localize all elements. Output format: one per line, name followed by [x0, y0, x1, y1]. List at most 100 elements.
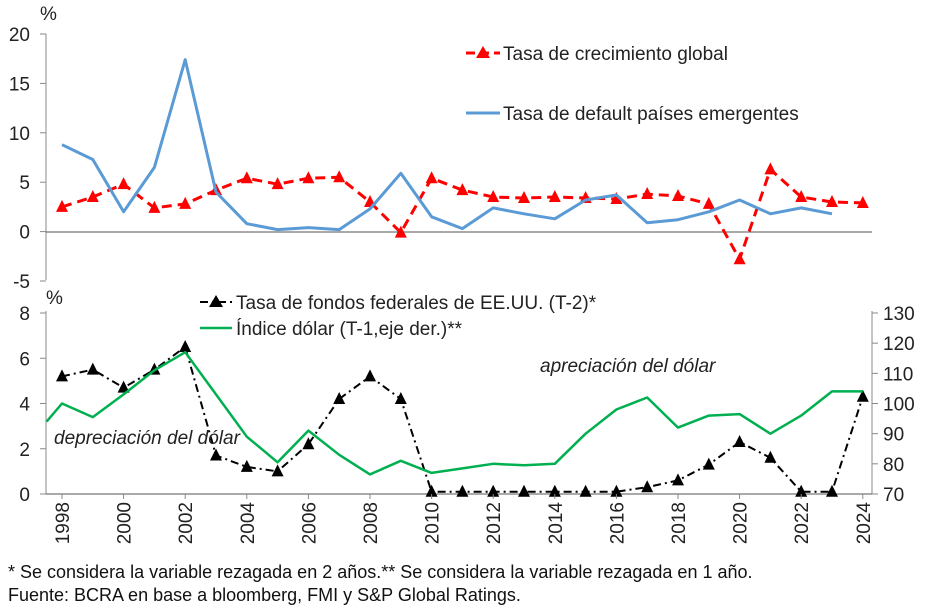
fed-rate-point — [56, 369, 68, 382]
x-tick-label: 2010 — [423, 502, 444, 544]
fed-rate-point — [86, 362, 99, 375]
bottom-y2-ticks: 70 80 90 100 110 120 130 — [872, 304, 915, 506]
bottom-y2-tick-label: 70 — [883, 485, 904, 506]
bottom-y-tick-label: 6 — [19, 349, 30, 370]
top-y-tick-label: 15 — [9, 74, 30, 95]
legend-marker-growth — [476, 46, 490, 58]
fed-rate-point — [826, 484, 838, 497]
x-tick-label: 1998 — [53, 502, 74, 544]
growth-point — [271, 177, 284, 190]
growth-point — [425, 171, 438, 184]
x-tick-label: 2012 — [484, 502, 505, 544]
fed-rate-point — [456, 484, 469, 497]
fed-rate-point — [733, 434, 746, 447]
growth-point — [518, 191, 530, 204]
growth-point — [240, 171, 253, 184]
top-chart: % -5 0 5 10 15 20 Tasa de crecimiento global … — [9, 4, 872, 293]
fed-rate-point — [702, 457, 715, 470]
legend-label-fed: Tasa de fondos federales de EE.UU. (T-2)… — [236, 293, 597, 314]
fed-rate-point — [271, 464, 284, 477]
x-tick-label: 2002 — [176, 502, 197, 544]
fed-rate-series-line — [61, 345, 864, 493]
x-tick-label: 2014 — [546, 502, 567, 545]
growth-series-line — [61, 167, 863, 261]
fed-rate-point — [394, 391, 407, 404]
fed-rate-point — [764, 450, 777, 463]
x-tick-label: 2004 — [238, 502, 259, 545]
growth-point — [333, 170, 346, 183]
growth-point — [302, 171, 315, 184]
bottom-y2-tick-label: 130 — [883, 304, 915, 325]
growth-point — [764, 162, 777, 175]
growth-point — [672, 189, 684, 202]
legend-label-growth: Tasa de crecimiento global — [503, 44, 728, 65]
top-series — [56, 58, 869, 265]
footnote-lag: * Se considera la variable rezagada en 2… — [8, 562, 753, 582]
growth-point — [548, 190, 561, 203]
growth-point — [641, 187, 654, 200]
fed-rate-point — [302, 437, 315, 450]
top-y-tick-label: 0 — [19, 223, 30, 244]
bottom-y-tick-label: 4 — [19, 395, 30, 416]
x-tick-label: 2000 — [115, 502, 136, 544]
dollar-index-series-line — [45, 350, 863, 476]
bottom-y2-tick-label: 120 — [883, 334, 915, 355]
fed-rate-point — [672, 473, 684, 486]
annotation-appreciation: apreciación del dólar — [540, 356, 716, 377]
top-y-tick-label: 10 — [9, 124, 30, 145]
bottom-series — [45, 339, 869, 497]
default-series-line — [61, 58, 833, 232]
top-y-tick-label: -5 — [13, 272, 30, 293]
growth-point — [179, 196, 192, 209]
top-y-ticks: -5 0 5 10 15 20 — [9, 25, 46, 293]
x-tick-label: 2006 — [299, 502, 320, 544]
legend-label-default: Tasa de default países emergentes — [503, 104, 799, 125]
growth-point — [394, 225, 407, 238]
footnote-source: Fuente: BCRA en base a bloomberg, FMI y … — [8, 585, 521, 605]
fed-rate-point — [179, 339, 192, 352]
x-tick-label: 2008 — [361, 502, 382, 544]
bottom-y2-tick-label: 110 — [883, 364, 913, 385]
growth-point — [456, 183, 469, 196]
bottom-legend: Tasa de fondos federales de EE.UU. (T-2)… — [200, 293, 597, 340]
fed-rate-point — [364, 369, 376, 382]
bottom-y2-tick-label: 80 — [883, 455, 904, 476]
growth-point — [610, 191, 623, 204]
bottom-y2-tick-label: 90 — [883, 425, 904, 446]
x-tick-label: 2016 — [607, 502, 628, 544]
fed-rate-point — [518, 484, 530, 497]
bottom-y-tick-label: 0 — [19, 485, 30, 506]
fed-rate-point — [579, 484, 592, 497]
bottom-y-tick-label: 2 — [19, 440, 30, 461]
fed-rate-point — [610, 484, 623, 497]
fed-rate-point — [548, 484, 561, 497]
bottom-y-ticks: 0 2 4 6 8 — [19, 304, 46, 506]
x-tick-label: 2022 — [792, 502, 813, 544]
fed-rate-point — [240, 459, 253, 472]
fed-rate-point — [333, 391, 346, 404]
x-tick-labels: 1998 2000 2002 2004 2006 2008 2010 2012 2014 2016… — [53, 494, 875, 544]
growth-point — [733, 252, 746, 265]
fed-rate-point — [641, 480, 654, 493]
top-y-tick-label: 5 — [19, 173, 30, 194]
growth-point — [148, 200, 161, 213]
fed-rate-point — [210, 448, 222, 461]
legend-label-dollar: Índice dólar (T-1,eje der.)** — [236, 319, 463, 340]
growth-point — [56, 199, 68, 212]
bottom-y2-tick-label: 100 — [883, 395, 915, 416]
x-tick-label: 2018 — [669, 502, 690, 544]
annotation-depreciation: depreciación del dólar — [54, 428, 241, 449]
top-legend: Tasa de crecimiento global Tasa de defau… — [466, 44, 799, 125]
bottom-y-tick-label: 8 — [19, 304, 30, 325]
bottom-y-unit-label: % — [46, 288, 63, 309]
x-tick-label: 2020 — [731, 502, 752, 544]
fed-rate-point — [795, 484, 808, 497]
growth-point — [826, 194, 838, 207]
fed-rate-point — [117, 380, 130, 393]
fed-rate-point — [425, 484, 438, 497]
growth-point — [487, 190, 500, 203]
fed-rate-point — [487, 484, 500, 497]
fed-rate-point — [856, 389, 869, 402]
top-y-tick-label: 20 — [9, 25, 30, 46]
growth-point — [86, 190, 99, 203]
